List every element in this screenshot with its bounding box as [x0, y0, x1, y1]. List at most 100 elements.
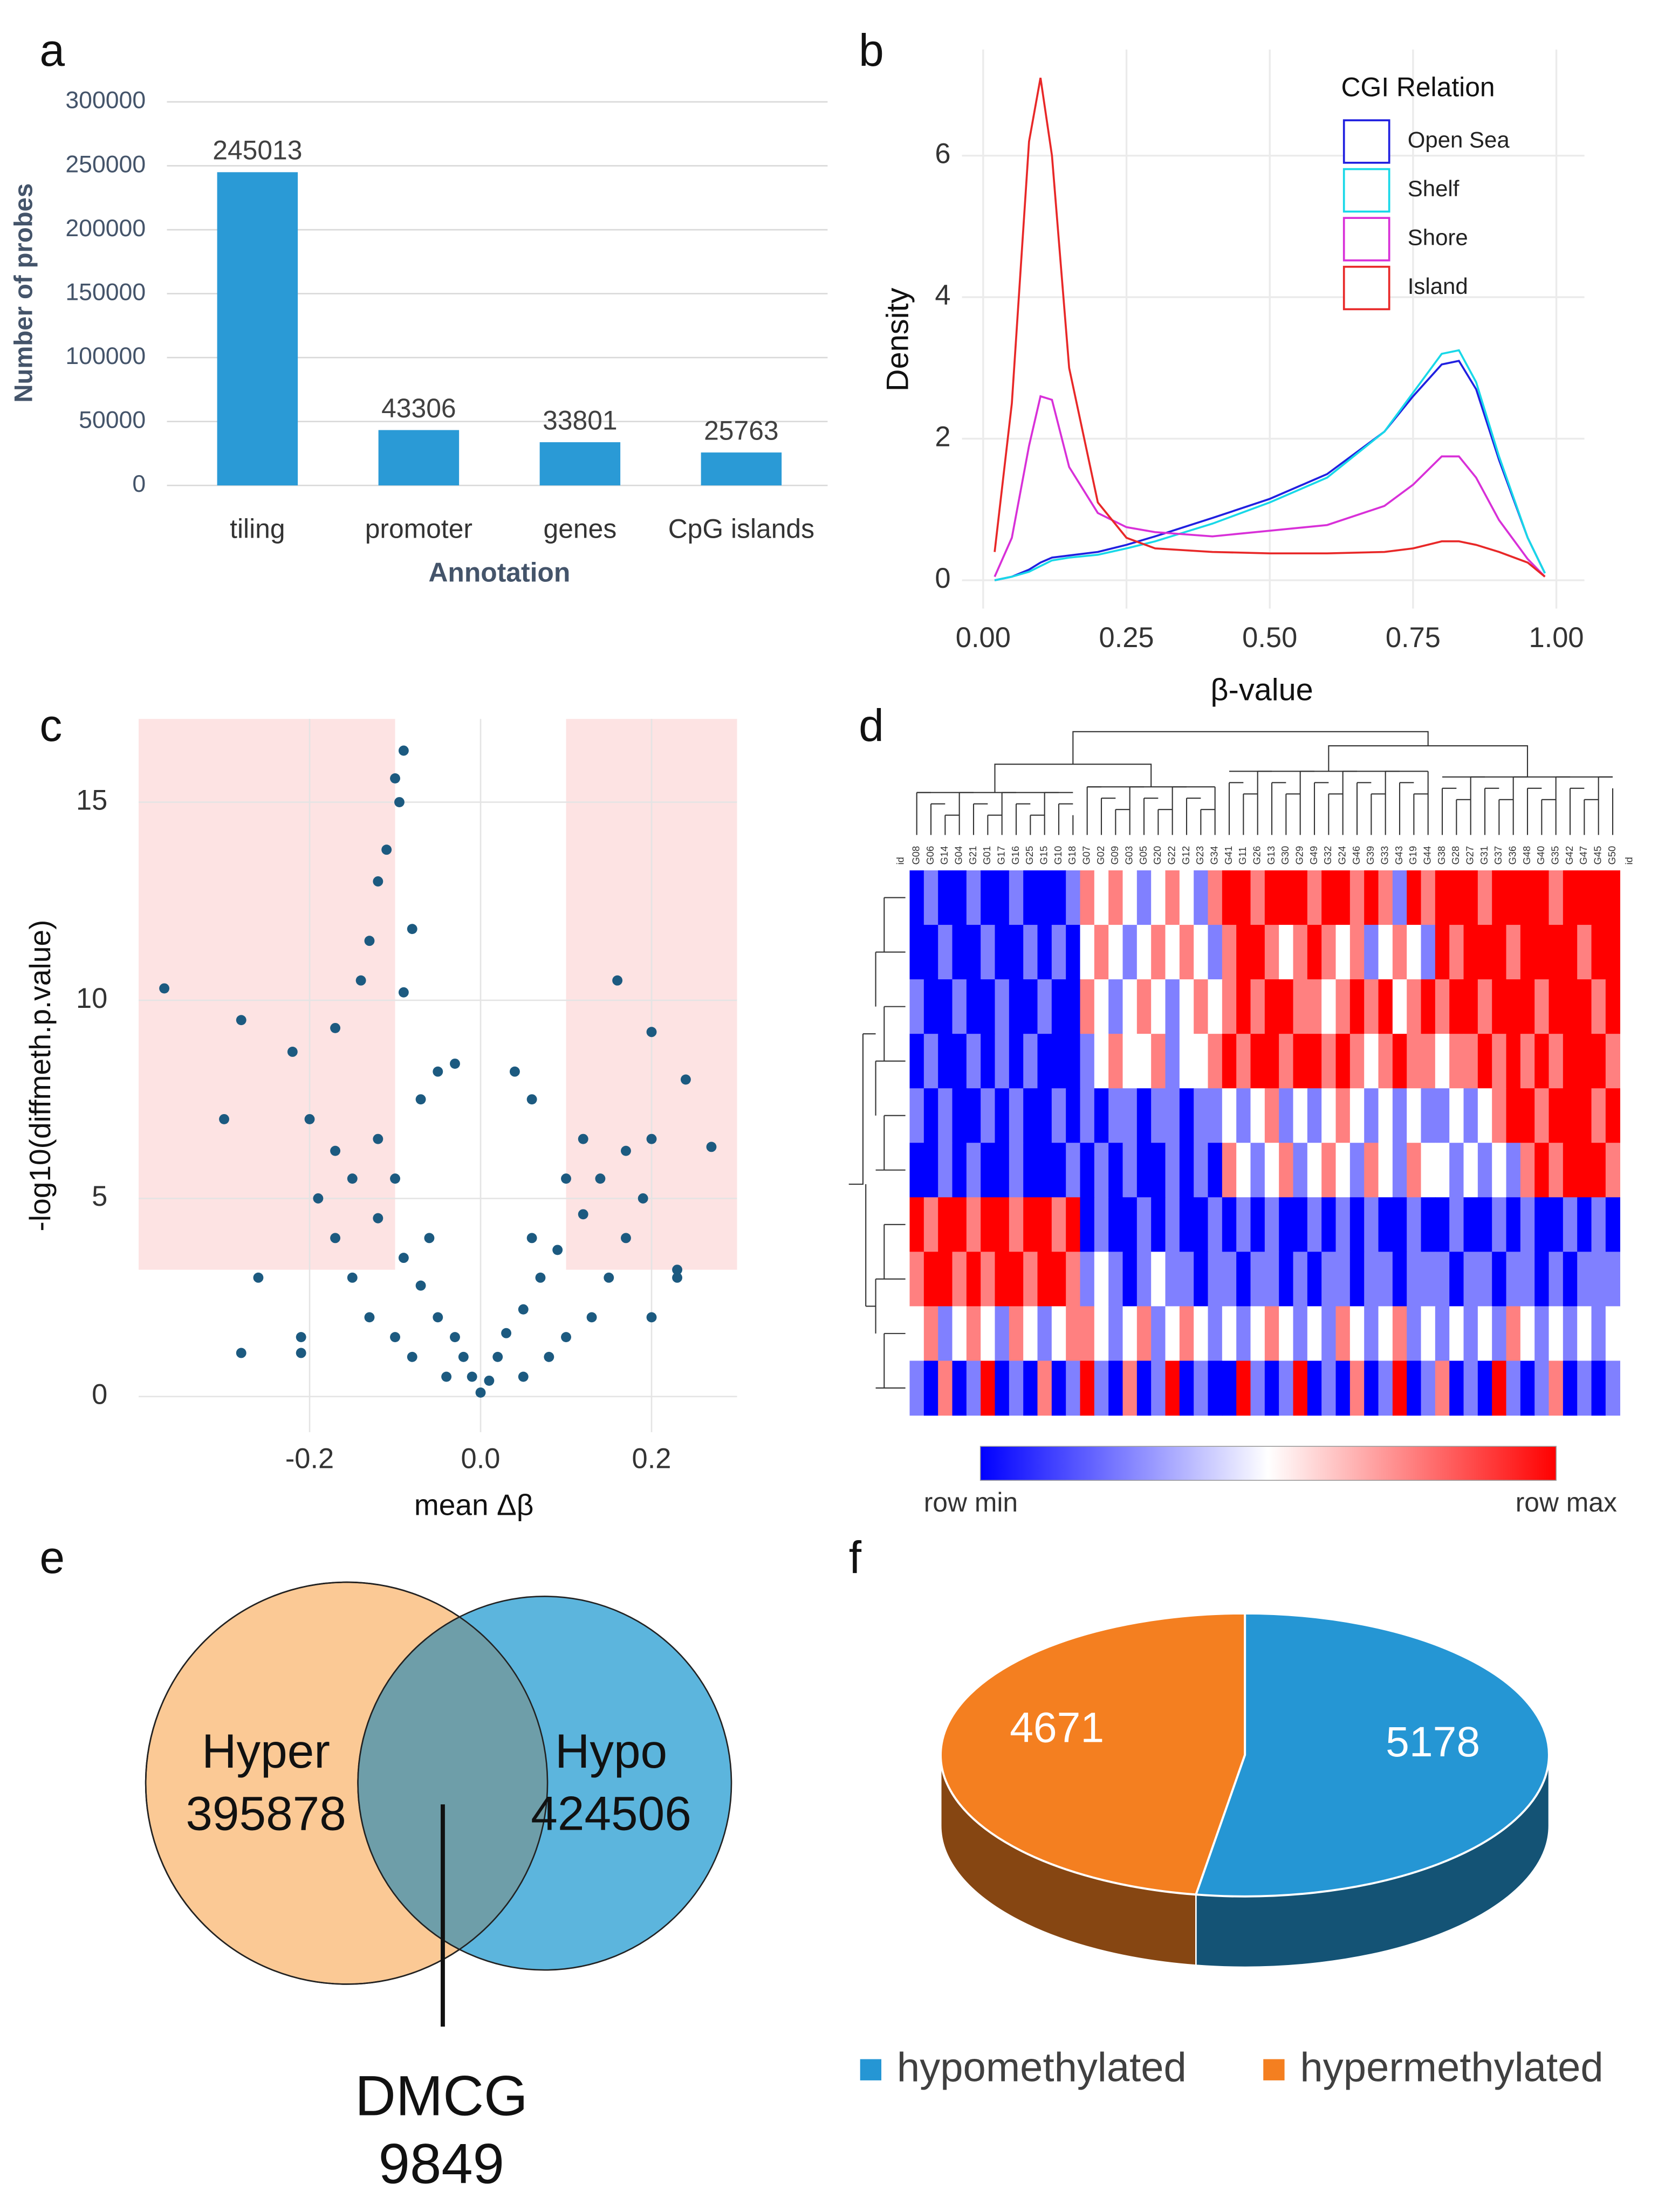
column-label: G35: [1550, 846, 1561, 865]
heatmap-cell: [923, 1197, 938, 1253]
heatmap-cell: [1023, 1197, 1038, 1253]
point: [390, 1173, 400, 1184]
colorbar-label: row max: [1516, 1487, 1617, 1517]
heatmap-cell: [1392, 1306, 1407, 1362]
legend-key: [1342, 168, 1390, 213]
point: [646, 1027, 657, 1038]
y-tick-label: 2: [935, 421, 950, 452]
set-value: 424506: [531, 1786, 691, 1840]
heatmap-cell: [1023, 1252, 1038, 1307]
heatmap-cell: [1563, 1197, 1578, 1253]
heatmap-cell: [966, 870, 981, 925]
heatmap-cell: [909, 1088, 924, 1144]
column-label: G19: [1407, 846, 1419, 865]
heatmap-cell: [981, 1361, 996, 1416]
column-label: G13: [1265, 846, 1277, 865]
heatmap-cell: [1279, 1306, 1294, 1362]
x-tick-label: tiling: [230, 513, 285, 544]
heatmap-cell: [1349, 979, 1365, 1034]
heatmap-cell: [1222, 870, 1237, 925]
heatmap-cell: [1122, 1306, 1138, 1362]
colorbar: [979, 1446, 1557, 1481]
heatmap-cell: [1605, 1143, 1620, 1198]
venn-outline: [145, 1581, 549, 1985]
point: [398, 745, 409, 756]
heatmap-cell: [1279, 1143, 1294, 1198]
y-tick-label: 0: [92, 1379, 107, 1411]
heatmap-cell: [1477, 1252, 1492, 1307]
heatmap-cell: [1136, 1034, 1152, 1089]
heatmap-cell: [1549, 925, 1564, 980]
point: [646, 1312, 657, 1323]
heatmap-cell: [1293, 1034, 1308, 1089]
point: [441, 1371, 452, 1382]
bar: [701, 452, 782, 486]
heatmap-cell: [1506, 870, 1521, 925]
point: [407, 924, 417, 935]
heatmap-cell: [1037, 979, 1052, 1034]
heatmap-cell: [1563, 1306, 1578, 1362]
point: [501, 1328, 512, 1338]
heatmap-cell: [1392, 1143, 1407, 1198]
heatmap-cell: [938, 979, 953, 1034]
point: [364, 936, 375, 946]
column-label: G34: [1209, 846, 1220, 865]
heatmap-cell: [909, 1361, 924, 1416]
heatmap-cell: [1335, 1306, 1351, 1362]
heatmap-cell: [1477, 1361, 1492, 1416]
heatmap-cell: [1136, 870, 1152, 925]
y-tick-label: 4: [935, 280, 950, 311]
heatmap-cell: [1236, 925, 1251, 980]
heatmap-cell: [1208, 870, 1223, 925]
data-label: 4671: [1010, 1703, 1104, 1751]
heatmap-cell: [1293, 925, 1308, 980]
heatmap-cell: [1023, 925, 1038, 980]
point: [287, 1047, 298, 1057]
heatmap-cell: [995, 1252, 1010, 1307]
column-label: G32: [1322, 846, 1333, 865]
heatmap-cell: [1577, 1306, 1592, 1362]
heatmap-cell: [1165, 1088, 1180, 1144]
heatmap-cell: [1591, 1034, 1606, 1089]
heatmap-cell: [995, 979, 1010, 1034]
heatmap-cell: [966, 1088, 981, 1144]
heatmap-cell: [981, 1088, 996, 1144]
heatmap-cell: [981, 979, 996, 1034]
heatmap-cell: [1179, 925, 1194, 980]
heatmap-cell: [1136, 979, 1152, 1034]
heatmap-cell: [1364, 1143, 1379, 1198]
point: [544, 1351, 554, 1362]
heatmap-cell: [1066, 979, 1081, 1034]
heatmap-cell: [1165, 925, 1180, 980]
point: [492, 1351, 503, 1362]
heatmap-cell: [966, 979, 981, 1034]
heatmap-cell: [1520, 1143, 1535, 1198]
column-label: G36: [1507, 846, 1518, 865]
heatmap-cell: [923, 1143, 938, 1198]
heatmap-cell: [1122, 1252, 1138, 1307]
y-tick-label: 5: [92, 1181, 107, 1212]
heatmap-cell: [1208, 1197, 1223, 1253]
heatmap-cell: [1222, 1361, 1237, 1416]
heatmap-cell: [1051, 979, 1066, 1034]
heatmap-cell: [1009, 1143, 1024, 1198]
heatmap-cell: [1066, 925, 1081, 980]
heatmap-cell: [1364, 1361, 1379, 1416]
point: [373, 876, 383, 887]
set-value: 395878: [186, 1786, 346, 1840]
point: [398, 987, 409, 998]
heatmap-cell: [1492, 1197, 1507, 1253]
heatmap-cell: [1009, 1361, 1024, 1416]
heatmap-cell: [1236, 1197, 1251, 1253]
heatmap-cell: [1364, 1034, 1379, 1089]
heatmap-cell: [1307, 1252, 1322, 1307]
heatmap-cell: [1449, 870, 1464, 925]
heatmap-cell: [1151, 1197, 1166, 1253]
heatmap-cell: [1591, 870, 1606, 925]
set-name: Hypo: [555, 1724, 667, 1778]
heatmap-cell: [981, 1197, 996, 1253]
heatmap-cell: [1492, 1088, 1507, 1144]
bar: [217, 172, 298, 486]
point: [680, 1074, 691, 1085]
heatmap-cell: [1279, 1034, 1294, 1089]
